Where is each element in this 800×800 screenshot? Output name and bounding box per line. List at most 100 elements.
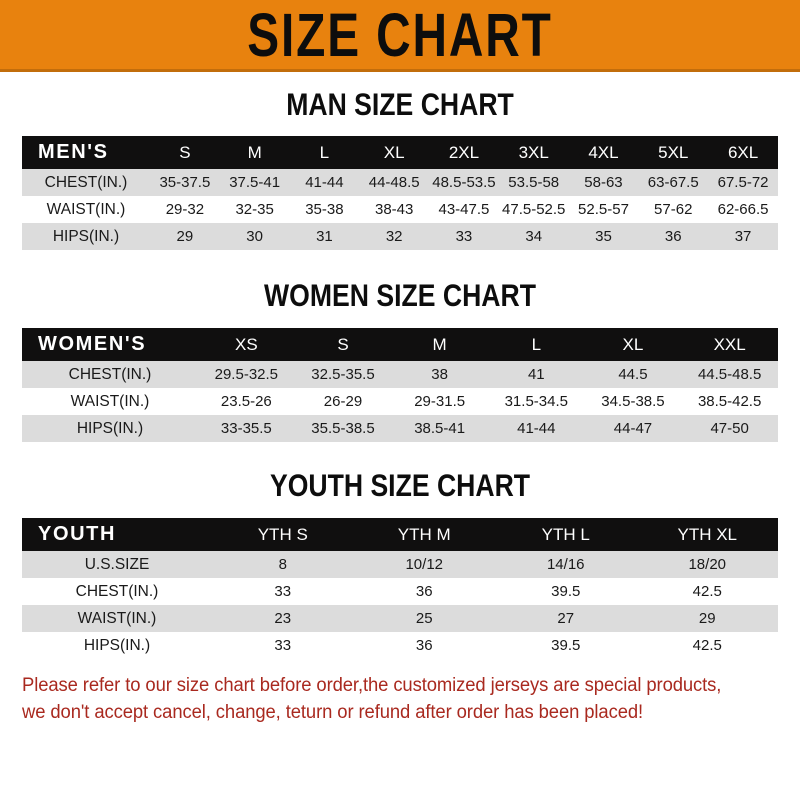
- order-policy-note-line2: we don't accept cancel, change, teturn o…: [22, 701, 644, 723]
- men-table-row: CHEST(IN.) 35-37.5 37.5-41 41-44 44-48.5 48.5…: [22, 169, 778, 196]
- youth-size-header-3: YTH XL: [677, 524, 738, 544]
- women-row-label-header: WOMEN'S: [38, 333, 147, 355]
- women-header-row: WOMEN'S XS S M L XL XXL: [22, 328, 778, 361]
- men-cell-1-1: 32-35: [235, 201, 274, 218]
- men-size-header-5: 3XL: [518, 142, 549, 162]
- women-table-row: WAIST(IN.) 23.5-26 26-29 29-31.5 31.5-34.5 34…: [22, 388, 778, 415]
- men-table-body: CHEST(IN.) 35-37.5 37.5-41 41-44 44-48.5 48.5…: [22, 169, 778, 250]
- men-cell-1-8: 62-66.5: [717, 201, 769, 218]
- youth-table-row: CHEST(IN.) 33 36 39.5 42.5: [22, 578, 778, 605]
- youth-table-row: HIPS(IN.) 33 36 39.5 42.5: [22, 632, 778, 659]
- women-cell-0-5: 44.5-48.5: [697, 366, 762, 383]
- youth-table-body: U.S.SIZE 8 10/12 14/16 18/20 CHEST(IN.) 33 36 39…: [22, 551, 778, 659]
- men-cell-2-0: 29: [176, 228, 194, 245]
- youth-cell-0-3: 18/20: [688, 556, 727, 573]
- women-cell-0-3: 41: [527, 366, 545, 383]
- men-cell-0-1: 37.5-41: [229, 174, 281, 191]
- youth-table-row: U.S.SIZE 8 10/12 14/16 18/20: [22, 551, 778, 578]
- men-cell-0-3: 44-48.5: [368, 174, 420, 191]
- youth-size-header-1: YTH M: [397, 524, 451, 544]
- men-cell-0-4: 48.5-53.5: [432, 174, 496, 191]
- men-table-row: WAIST(IN.) 29-32 32-35 35-38 38-43 43-47.5 47.…: [22, 196, 778, 223]
- women-cell-1-2: 29-31.5: [414, 393, 466, 410]
- women-size-header-4: XL: [622, 334, 644, 354]
- youth-cell-3-0: 33: [274, 637, 292, 654]
- youth-row-label-2: WAIST(IN.): [77, 609, 157, 627]
- men-row-label-header: MEN'S: [38, 141, 109, 163]
- youth-size-header-2: YTH L: [541, 524, 590, 544]
- women-cell-0-1: 32.5-35.5: [311, 366, 375, 383]
- men-row-label-1: WAIST(IN.): [46, 200, 126, 218]
- women-table-body: CHEST(IN.) 29.5-32.5 32.5-35.5 38 41 44.5 44.5…: [22, 361, 778, 442]
- men-section-title: MAN SIZE CHART: [286, 87, 514, 122]
- youth-cell-2-1: 25: [415, 610, 433, 627]
- women-row-label-1: WAIST(IN.): [70, 392, 150, 410]
- women-cell-2-5: 47-50: [710, 420, 749, 437]
- men-cell-0-2: 41-44: [305, 174, 344, 191]
- men-size-header-3: XL: [383, 142, 405, 162]
- youth-row-label-0: U.S.SIZE: [84, 555, 150, 573]
- women-size-section: WOMEN SIZE CHART WOMEN'S XS S M L XL XXL CHES…: [0, 278, 800, 442]
- women-cell-2-1: 35.5-38.5: [311, 420, 375, 437]
- youth-cell-2-2: 27: [557, 610, 575, 627]
- men-cell-2-8: 37: [734, 228, 752, 245]
- women-cell-0-2: 38: [431, 366, 448, 383]
- order-policy-note: Please refer to our size chart before or…: [22, 673, 755, 727]
- youth-cell-0-1: 10/12: [405, 556, 444, 573]
- men-cell-1-4: 43-47.5: [438, 201, 490, 218]
- youth-row-label-1: CHEST(IN.): [75, 582, 159, 600]
- youth-cell-0-2: 14/16: [546, 556, 585, 573]
- youth-table-row: WAIST(IN.) 23 25 27 29: [22, 605, 778, 632]
- men-size-section: MAN SIZE CHART MEN'S S M L XL 2XL 3XL 4XL 5XL 6X…: [0, 87, 800, 250]
- women-table-row: HIPS(IN.) 33-35.5 35.5-38.5 38.5-41 41-44 44-…: [22, 415, 778, 442]
- men-cell-0-0: 35-37.5: [159, 174, 211, 191]
- men-cell-1-0: 29-32: [165, 201, 205, 218]
- men-size-header-1: M: [247, 142, 262, 162]
- men-size-header-4: 2XL: [448, 142, 480, 162]
- women-size-header-3: L: [531, 334, 542, 354]
- men-cell-1-2: 35-38: [305, 201, 344, 218]
- youth-cell-1-2: 39.5: [551, 583, 581, 600]
- men-cell-1-7: 57-62: [654, 201, 693, 218]
- women-cell-1-0: 23.5-26: [220, 393, 272, 410]
- men-size-header-2: L: [319, 142, 330, 162]
- men-size-header-6: 4XL: [588, 142, 619, 162]
- women-size-header-5: XXL: [713, 334, 746, 354]
- youth-row-label-3: HIPS(IN.): [83, 636, 151, 654]
- women-cell-0-4: 44.5: [618, 366, 648, 383]
- youth-cell-2-0: 23: [274, 610, 292, 627]
- youth-cell-1-0: 33: [274, 583, 292, 600]
- men-cell-2-5: 34: [525, 228, 543, 245]
- youth-size-header-0: YTH S: [257, 524, 308, 544]
- men-size-header-0: S: [179, 142, 191, 162]
- men-cell-2-1: 30: [246, 228, 263, 245]
- women-size-header-1: S: [337, 334, 349, 354]
- page-title: SIZE CHART: [247, 1, 553, 71]
- women-cell-0-0: 29.5-32.5: [214, 366, 279, 383]
- youth-cell-2-3: 29: [698, 610, 716, 627]
- youth-cell-1-3: 42.5: [692, 583, 722, 600]
- banner-bottom-shade: [0, 69, 800, 72]
- men-size-table: MEN'S S M L XL 2XL 3XL 4XL 5XL 6XL CHEST(IN.) 35-…: [22, 136, 778, 250]
- men-cell-2-3: 32: [385, 228, 403, 245]
- women-row-label-0: CHEST(IN.): [68, 365, 152, 383]
- men-cell-2-2: 31: [316, 228, 333, 245]
- women-cell-1-4: 34.5-38.5: [601, 393, 665, 410]
- men-cell-2-4: 33: [455, 228, 473, 245]
- youth-cell-3-1: 36: [415, 637, 433, 654]
- youth-cell-3-2: 39.5: [551, 637, 581, 654]
- youth-section-title: YOUTH SIZE CHART: [269, 468, 531, 503]
- youth-row-label-header: YOUTH: [38, 523, 116, 545]
- women-cell-1-3: 31.5-34.5: [504, 393, 568, 410]
- men-size-header-7: 5XL: [658, 142, 689, 162]
- men-cell-0-7: 63-67.5: [647, 174, 699, 191]
- women-table-row: CHEST(IN.) 29.5-32.5 32.5-35.5 38 41 44.5 44.5…: [22, 361, 778, 388]
- women-size-header-2: M: [432, 334, 447, 354]
- men-cell-0-8: 67.5-72: [717, 174, 769, 191]
- youth-size-section: YOUTH SIZE CHART YOUTH YTH S YTH M YTH L YT…: [0, 468, 800, 659]
- men-table-head: MEN'S S M L XL 2XL 3XL 4XL 5XL 6XL: [22, 136, 778, 169]
- women-section-title: WOMEN SIZE CHART: [264, 278, 536, 313]
- men-table-row: HIPS(IN.) 29 30 31 32 33 34 35 36 37: [22, 223, 778, 250]
- women-table-head: WOMEN'S XS S M L XL XXL: [22, 328, 778, 361]
- men-cell-2-6: 35: [595, 228, 612, 245]
